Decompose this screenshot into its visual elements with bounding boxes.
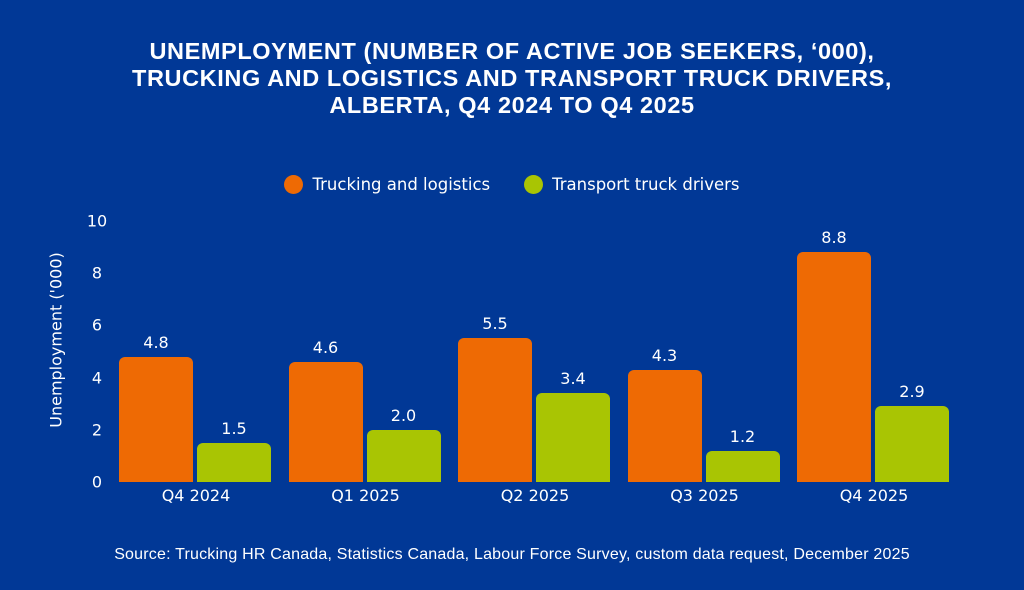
y-tick-label: 6 — [91, 315, 103, 335]
chart-title-line-3: ALBERTA, Q4 2024 TO Q4 2025 — [329, 92, 695, 118]
bar-value-label: 4.8 — [143, 332, 169, 352]
source-note: Source: Trucking HR Canada, Statistics C… — [114, 546, 910, 563]
y-tick-label: 10 — [86, 211, 108, 231]
bar-value-label: 5.5 — [482, 314, 508, 334]
bar-value-label: 4.6 — [312, 337, 339, 357]
legend-item-trucking-logistics[interactable]: Trucking and logistics — [284, 175, 490, 194]
bar-value-label: 3.4 — [560, 369, 586, 389]
legend-label: Transport truck drivers — [552, 175, 740, 194]
bar-value-label: 4.3 — [651, 345, 678, 365]
bar-transport-truck-drivers[interactable] — [366, 429, 441, 482]
x-category-label: Q3 2025 — [670, 486, 739, 505]
x-category-label: Q4 2025 — [839, 486, 909, 505]
y-axis-label: Unemployment ('000) — [46, 252, 66, 428]
legend-swatch-green-icon — [524, 175, 544, 194]
bar-value-label: 1.5 — [221, 418, 247, 438]
y-tick-label: 2 — [91, 420, 103, 440]
chart-title: UNEMPLOYMENT (NUMBER OF ACTIVE JOB SEEKE… — [0, 38, 1024, 119]
legend-label: Trucking and logistics — [312, 175, 491, 194]
bar-trucking-logistics[interactable] — [458, 338, 532, 482]
bar-value-label: 2.0 — [390, 405, 417, 425]
chart-title-line-1: UNEMPLOYMENT (NUMBER OF ACTIVE JOB SEEKE… — [149, 38, 875, 64]
bar-trucking-logistics[interactable] — [288, 361, 363, 482]
bar-value-label: 2.9 — [899, 382, 925, 402]
y-tick-label: 8 — [91, 263, 103, 283]
bar-trucking-logistics[interactable] — [627, 369, 702, 482]
bar-value-label: 8.8 — [821, 228, 847, 248]
chart-legend: Trucking and logistics Transport truck d… — [0, 175, 1024, 194]
y-tick-label: 4 — [91, 368, 103, 388]
bar-trucking-logistics[interactable] — [119, 356, 193, 482]
bar-transport-truck-drivers[interactable] — [197, 442, 271, 482]
bar-transport-truck-drivers[interactable] — [536, 393, 610, 482]
x-category-label: Q1 2025 — [331, 486, 400, 505]
legend-swatch-orange-icon — [284, 175, 304, 194]
bar-value-label: 1.2 — [729, 426, 756, 446]
x-category-label: Q4 2024 — [161, 486, 231, 505]
bar-transport-truck-drivers[interactable] — [875, 406, 949, 482]
bar-trucking-logistics[interactable] — [797, 252, 871, 482]
legend-item-transport-truck-drivers[interactable]: Transport truck drivers — [524, 175, 740, 194]
bar-transport-truck-drivers[interactable] — [705, 450, 780, 482]
y-tick-label: 0 — [91, 472, 103, 492]
x-category-label: Q2 2025 — [500, 486, 570, 505]
chart-title-line-2: TRUCKING AND LOGISTICS AND TRANSPORT TRU… — [132, 65, 892, 91]
